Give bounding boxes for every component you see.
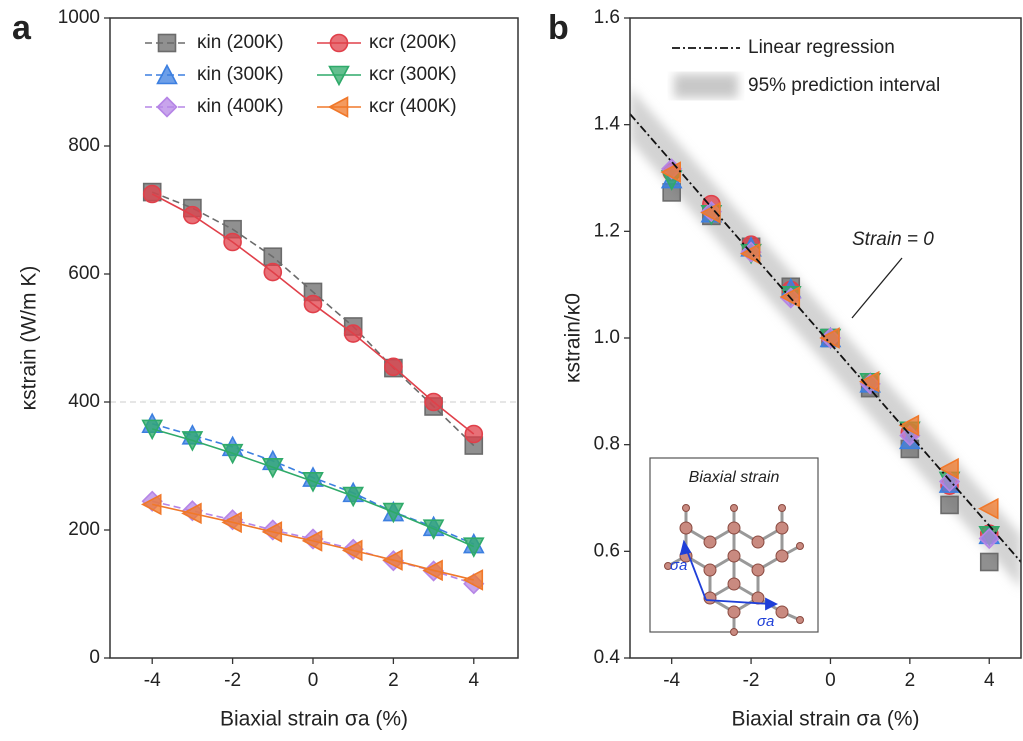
marker — [978, 527, 1000, 550]
marker — [739, 242, 761, 265]
plot-area — [110, 182, 518, 595]
marker — [221, 511, 242, 534]
y-tick-label: 1000 — [58, 7, 100, 28]
x-tick-label: 2 — [388, 670, 399, 691]
legend-label: κcr (200K) — [369, 32, 457, 53]
x-axis-title: Biaxial strain σa (%) — [220, 708, 408, 731]
marker — [302, 472, 324, 493]
plot-area — [630, 87, 1021, 589]
y-tick-label: 800 — [68, 135, 100, 156]
regression-line — [630, 113, 1021, 563]
x-tick-label: 0 — [308, 670, 319, 691]
x-tick-label: -2 — [743, 670, 760, 691]
legend-marker — [327, 96, 349, 118]
marker — [261, 521, 283, 543]
marker — [223, 232, 242, 252]
x-tick-label: -4 — [663, 670, 680, 691]
marker — [858, 370, 880, 393]
marker — [462, 537, 485, 558]
marker — [940, 495, 959, 515]
legend-label: κin (400K) — [197, 96, 284, 117]
legend-label: κin (300K) — [197, 64, 284, 85]
marker — [938, 457, 959, 480]
marker — [142, 184, 162, 204]
marker — [384, 357, 403, 377]
annotation-pointer — [851, 257, 903, 319]
inset: Biaxial strain σa σa — [649, 457, 819, 636]
y-tick-label: 0.4 — [594, 647, 621, 668]
marker — [979, 552, 999, 572]
marker — [343, 324, 363, 343]
marker — [303, 294, 323, 314]
panel-label: b — [548, 9, 569, 47]
y-tick-label: 0.6 — [594, 540, 620, 561]
y-tick-label: 0 — [89, 647, 100, 668]
arrow-label: σa — [670, 557, 687, 574]
marker — [263, 262, 283, 282]
legend-label: Linear regression — [748, 37, 895, 58]
marker — [141, 419, 164, 441]
y-tick-label: 1.4 — [594, 114, 621, 135]
y-tick-label: 1.2 — [594, 220, 620, 241]
x-axis-title: Biaxial strain σa (%) — [731, 708, 919, 731]
x-tick-label: 4 — [468, 670, 479, 691]
marker — [181, 431, 204, 452]
legend-label: κcr (300K) — [369, 64, 457, 85]
inset-title: Biaxial strain — [689, 469, 780, 486]
x-tick-label: 4 — [984, 670, 995, 691]
y-tick-label: 400 — [68, 391, 100, 412]
x-tick-label: -2 — [224, 670, 241, 691]
marker — [342, 486, 365, 508]
legend-label: 95% prediction interval — [748, 75, 940, 96]
x-tick-label: 2 — [905, 670, 916, 691]
strain-arrows — [679, 539, 779, 611]
marker — [422, 559, 443, 582]
marker — [422, 519, 445, 540]
marker — [261, 457, 284, 479]
y-tick-label: 1.6 — [594, 7, 620, 28]
marker — [978, 497, 999, 520]
marker — [464, 424, 484, 444]
marker — [341, 539, 363, 562]
y-tick-label: 200 — [68, 519, 100, 540]
legend-marker — [157, 33, 177, 53]
marker — [382, 502, 405, 524]
marker — [183, 205, 202, 225]
legend-marker — [328, 65, 350, 87]
x-tick-label: 0 — [825, 670, 836, 691]
legend-swatch — [674, 74, 738, 98]
marker — [221, 443, 244, 465]
y-axis-title: κstrain/κ0 — [562, 293, 585, 383]
y-tick-label: 1.0 — [594, 327, 620, 348]
plot-frame — [109, 17, 519, 659]
marker — [819, 327, 840, 349]
marker — [181, 502, 202, 525]
marker — [462, 569, 484, 591]
y-tick-label: 600 — [68, 263, 100, 284]
plot-frame — [629, 17, 1022, 659]
legend-label: κcr (400K) — [369, 96, 457, 117]
molecule-atoms — [664, 504, 804, 636]
marker — [263, 247, 283, 267]
y-axis-title: κstrain (W/m K) — [18, 266, 41, 411]
marker — [424, 392, 443, 412]
marker — [898, 414, 920, 437]
marker — [140, 493, 162, 516]
panel-label: a — [12, 9, 32, 47]
y-tick-label: 0.8 — [594, 434, 620, 455]
marker — [301, 530, 323, 552]
legend-marker — [329, 33, 349, 53]
legend-marker — [156, 63, 178, 85]
x-tick-label: -4 — [144, 670, 161, 691]
annotation: Strain = 0 — [852, 229, 934, 250]
arrow-label: σa — [757, 613, 774, 630]
marker — [382, 549, 403, 571]
legend-marker — [156, 96, 178, 118]
legend-label: κin (200K) — [197, 32, 284, 53]
